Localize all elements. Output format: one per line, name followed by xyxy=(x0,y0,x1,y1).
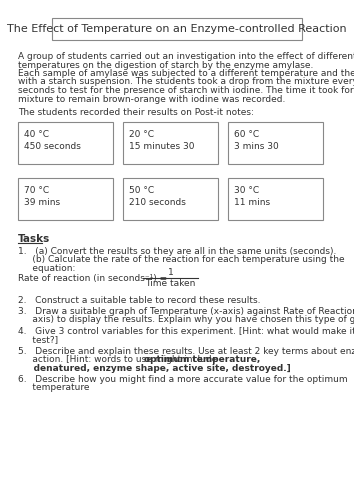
Text: 40 °C: 40 °C xyxy=(24,130,49,139)
Text: Rate of reaction (in seconds⁻¹) =: Rate of reaction (in seconds⁻¹) = xyxy=(18,274,167,283)
Text: equation:: equation: xyxy=(18,264,75,273)
Text: 3.   Draw a suitable graph of Temperature (x-axis) against Rate of Reaction (y-: 3. Draw a suitable graph of Temperature … xyxy=(18,307,354,316)
Text: with a starch suspension. The students took a drop from the mixture every 30: with a starch suspension. The students t… xyxy=(18,78,354,86)
Text: mixture to remain brown-orange with iodine was recorded.: mixture to remain brown-orange with iodi… xyxy=(18,94,285,104)
Text: 39 mins: 39 mins xyxy=(24,198,60,207)
Text: A group of students carried out an investigation into the effect of different: A group of students carried out an inves… xyxy=(18,52,354,61)
Text: 20 °C: 20 °C xyxy=(129,130,154,139)
Text: The Effect of Temperature on an Enzyme-controlled Reaction: The Effect of Temperature on an Enzyme-c… xyxy=(7,24,347,34)
Text: 6.   Describe how you might find a more accurate value for the optimum: 6. Describe how you might find a more ac… xyxy=(18,375,348,384)
FancyBboxPatch shape xyxy=(123,122,218,164)
Text: Tasks: Tasks xyxy=(18,234,50,244)
Text: Time taken: Time taken xyxy=(145,280,196,288)
Text: 1.   (a) Convert the results so they are all in the same units (seconds).: 1. (a) Convert the results so they are a… xyxy=(18,247,336,256)
Text: denatured, enzyme shape, active site, destroyed.]: denatured, enzyme shape, active site, de… xyxy=(18,364,291,373)
Text: axis) to display the results. Explain why you have chosen this type of graph.: axis) to display the results. Explain wh… xyxy=(18,316,354,324)
Text: 30 °C: 30 °C xyxy=(234,186,259,195)
Text: optimum temperature,: optimum temperature, xyxy=(144,356,260,364)
Text: 50 °C: 50 °C xyxy=(129,186,154,195)
Text: 1: 1 xyxy=(168,268,173,277)
Text: temperatures on the digestion of starch by the enzyme amylase.: temperatures on the digestion of starch … xyxy=(18,60,313,70)
FancyBboxPatch shape xyxy=(52,18,302,40)
Text: Each sample of amylase was subjected to a different temperature and then mixed: Each sample of amylase was subjected to … xyxy=(18,69,354,78)
Text: 70 °C: 70 °C xyxy=(24,186,49,195)
FancyBboxPatch shape xyxy=(123,178,218,220)
FancyBboxPatch shape xyxy=(228,122,323,164)
Text: test?]: test?] xyxy=(18,336,58,344)
Text: 450 seconds: 450 seconds xyxy=(24,142,81,151)
Text: 3 mins 30: 3 mins 30 xyxy=(234,142,279,151)
Text: 15 minutes 30: 15 minutes 30 xyxy=(129,142,194,151)
Text: (b) Calculate the rate of the reaction for each temperature using the: (b) Calculate the rate of the reaction f… xyxy=(18,256,345,264)
FancyBboxPatch shape xyxy=(18,122,113,164)
Text: 2.   Construct a suitable table to record these results.: 2. Construct a suitable table to record … xyxy=(18,296,261,305)
Text: seconds to test for the presence of starch with iodine. The time it took for the: seconds to test for the presence of star… xyxy=(18,86,354,95)
Text: 60 °C: 60 °C xyxy=(234,130,259,139)
Text: temperature: temperature xyxy=(18,384,90,392)
FancyBboxPatch shape xyxy=(18,178,113,220)
Text: 4.   Give 3 control variables for this experiment. [Hint: what would make it a f: 4. Give 3 control variables for this exp… xyxy=(18,327,354,336)
Text: The students recorded their results on Post-it notes:: The students recorded their results on P… xyxy=(18,108,254,117)
Text: 11 mins: 11 mins xyxy=(234,198,270,207)
FancyBboxPatch shape xyxy=(228,178,323,220)
Text: action. [Hint: words to use might include: action. [Hint: words to use might includ… xyxy=(18,356,220,364)
Text: 210 seconds: 210 seconds xyxy=(129,198,186,207)
Text: 5.   Describe and explain these results. Use at least 2 key terms about enzyme: 5. Describe and explain these results. U… xyxy=(18,347,354,356)
